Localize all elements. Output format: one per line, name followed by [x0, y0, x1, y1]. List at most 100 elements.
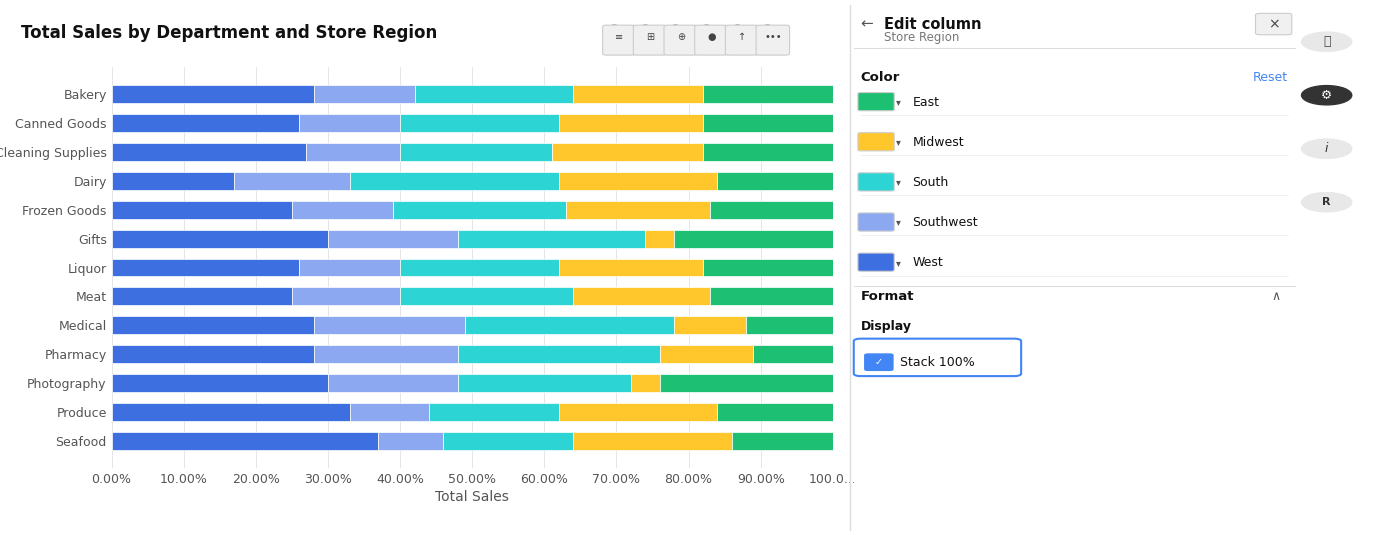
Bar	[573, 85, 703, 103]
Bar	[732, 432, 833, 450]
Text: Edit column: Edit column	[884, 17, 982, 32]
Text: ▾: ▾	[896, 178, 900, 187]
Bar	[234, 172, 350, 190]
Bar	[307, 143, 400, 161]
Bar	[378, 432, 444, 450]
Bar	[314, 316, 465, 334]
Bar	[573, 432, 732, 450]
Bar	[551, 143, 703, 161]
Bar	[299, 114, 400, 132]
Text: Reset: Reset	[1253, 71, 1288, 84]
Bar	[559, 172, 717, 190]
Bar	[703, 258, 833, 277]
Text: •••: •••	[764, 33, 781, 42]
Bar	[710, 287, 833, 305]
Text: ⬤: ⬤	[670, 24, 681, 34]
Bar	[703, 114, 833, 132]
Bar	[292, 287, 400, 305]
Bar	[400, 287, 573, 305]
Text: Format: Format	[861, 291, 914, 303]
Bar	[393, 201, 566, 219]
Text: ✓: ✓	[875, 357, 883, 367]
Bar	[112, 287, 292, 305]
Text: ×: ×	[1268, 17, 1279, 31]
Bar	[660, 345, 753, 363]
Text: South: South	[912, 176, 949, 189]
Text: ⚙: ⚙	[1321, 89, 1332, 102]
Text: ⬤: ⬤	[731, 24, 742, 34]
Bar	[112, 316, 314, 334]
Text: ▾: ▾	[896, 258, 900, 268]
Bar	[710, 201, 833, 219]
Text: ⊞: ⊞	[646, 33, 654, 42]
Text: Color: Color	[861, 71, 900, 84]
Bar	[112, 230, 328, 248]
Text: ⬤: ⬤	[762, 24, 773, 34]
Text: ↑: ↑	[738, 33, 746, 42]
Text: ←: ←	[861, 17, 873, 32]
Bar	[112, 258, 299, 277]
Bar	[458, 345, 660, 363]
Bar	[717, 403, 833, 421]
Bar	[631, 374, 660, 392]
Text: Stack 100%: Stack 100%	[900, 356, 975, 369]
Text: East: East	[912, 96, 939, 109]
Bar	[400, 114, 559, 132]
Bar	[414, 85, 573, 103]
Text: ⊕: ⊕	[677, 33, 685, 42]
Bar	[444, 432, 573, 450]
Bar	[428, 403, 559, 421]
Bar	[703, 85, 833, 103]
Text: 📈: 📈	[1322, 35, 1331, 48]
Text: ⬤: ⬤	[700, 24, 711, 34]
Bar	[112, 345, 314, 363]
Text: Store Region: Store Region	[884, 31, 960, 44]
Bar	[328, 230, 458, 248]
Text: ▾: ▾	[896, 137, 900, 147]
Bar	[559, 114, 703, 132]
Bar	[458, 230, 646, 248]
Bar	[646, 230, 674, 248]
Bar	[566, 201, 710, 219]
Bar	[112, 374, 328, 392]
Text: ⬤: ⬤	[639, 24, 650, 34]
Bar	[703, 143, 833, 161]
Text: ∧: ∧	[1271, 291, 1281, 303]
Bar	[458, 374, 631, 392]
X-axis label: Total Sales: Total Sales	[435, 490, 509, 504]
Bar	[660, 374, 833, 392]
Text: i: i	[1325, 142, 1328, 155]
Text: ●: ●	[707, 33, 716, 42]
Text: Southwest: Southwest	[912, 216, 978, 229]
Bar	[400, 258, 559, 277]
Bar	[573, 287, 710, 305]
Text: Midwest: Midwest	[912, 136, 964, 149]
Bar	[112, 201, 292, 219]
Bar	[559, 258, 703, 277]
Bar	[112, 143, 307, 161]
Bar	[717, 172, 833, 190]
Text: ≡: ≡	[615, 33, 624, 42]
Bar	[559, 403, 717, 421]
Bar	[674, 230, 833, 248]
Text: R: R	[1322, 197, 1331, 207]
Bar	[112, 85, 314, 103]
Bar	[328, 374, 458, 392]
Bar	[112, 172, 234, 190]
Bar	[400, 143, 551, 161]
Bar	[350, 172, 559, 190]
Bar	[350, 403, 428, 421]
Text: Total Sales by Department and Store Region: Total Sales by Department and Store Regi…	[21, 24, 437, 42]
Bar	[465, 316, 674, 334]
Text: ▾: ▾	[896, 97, 900, 107]
Bar	[753, 345, 833, 363]
Bar	[112, 114, 299, 132]
Bar	[674, 316, 746, 334]
Bar	[746, 316, 833, 334]
Text: Display: Display	[861, 320, 912, 333]
Text: West: West	[912, 256, 943, 269]
Bar	[292, 201, 393, 219]
Bar	[314, 85, 414, 103]
Bar	[314, 345, 458, 363]
Bar	[112, 403, 350, 421]
